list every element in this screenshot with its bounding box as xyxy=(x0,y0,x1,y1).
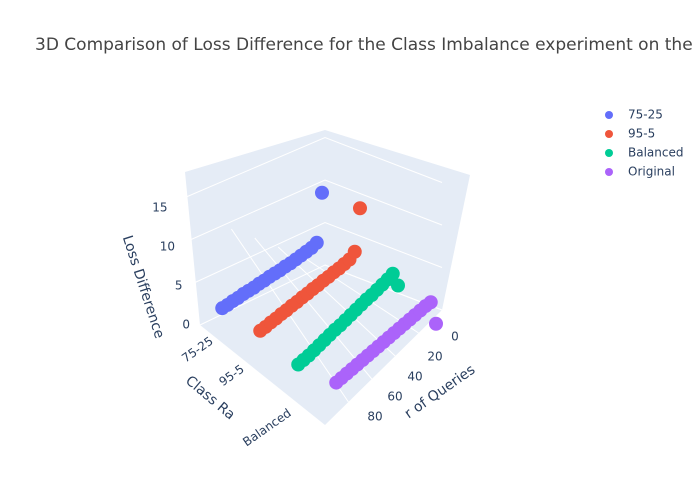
legend-label: Balanced xyxy=(628,146,683,160)
legend-label: Original xyxy=(628,165,675,179)
legend-marker xyxy=(605,111,613,119)
z-tick-label: 10 xyxy=(160,240,175,254)
grid-line xyxy=(194,221,443,283)
grid-line xyxy=(254,237,373,380)
chart-title: 3D Comparison of Loss Difference for the… xyxy=(35,35,693,55)
legend-marker xyxy=(605,149,613,157)
x-tick-label: 0 xyxy=(451,330,459,344)
y-tick-label: Balanced xyxy=(240,406,293,449)
x-tick-label: 40 xyxy=(407,370,422,384)
point xyxy=(429,316,443,331)
z-tick-label: 5 xyxy=(175,279,183,293)
point xyxy=(353,201,367,216)
x-tick-label: 80 xyxy=(367,410,382,424)
x-tick-label: 60 xyxy=(387,390,402,404)
y-tick-label: 95-5 xyxy=(216,362,246,389)
legend-marker xyxy=(605,168,613,176)
legend-marker xyxy=(605,130,613,138)
legend-label: 75-25 xyxy=(628,108,663,122)
y-tick-label: 75-25 xyxy=(179,334,216,365)
grid-line xyxy=(184,136,443,198)
z-tick-label: 15 xyxy=(152,201,167,215)
x-tick-label: 20 xyxy=(427,350,442,364)
back-wall-right xyxy=(325,130,470,310)
point xyxy=(347,244,362,259)
back-wall-left xyxy=(185,130,325,325)
z-tick-label: 0 xyxy=(182,318,190,332)
legend-label: 95-5 xyxy=(628,127,655,141)
point xyxy=(391,278,405,293)
point xyxy=(423,295,438,310)
point xyxy=(385,266,400,281)
point xyxy=(315,185,329,200)
grid-line xyxy=(189,179,443,241)
point xyxy=(309,235,324,250)
